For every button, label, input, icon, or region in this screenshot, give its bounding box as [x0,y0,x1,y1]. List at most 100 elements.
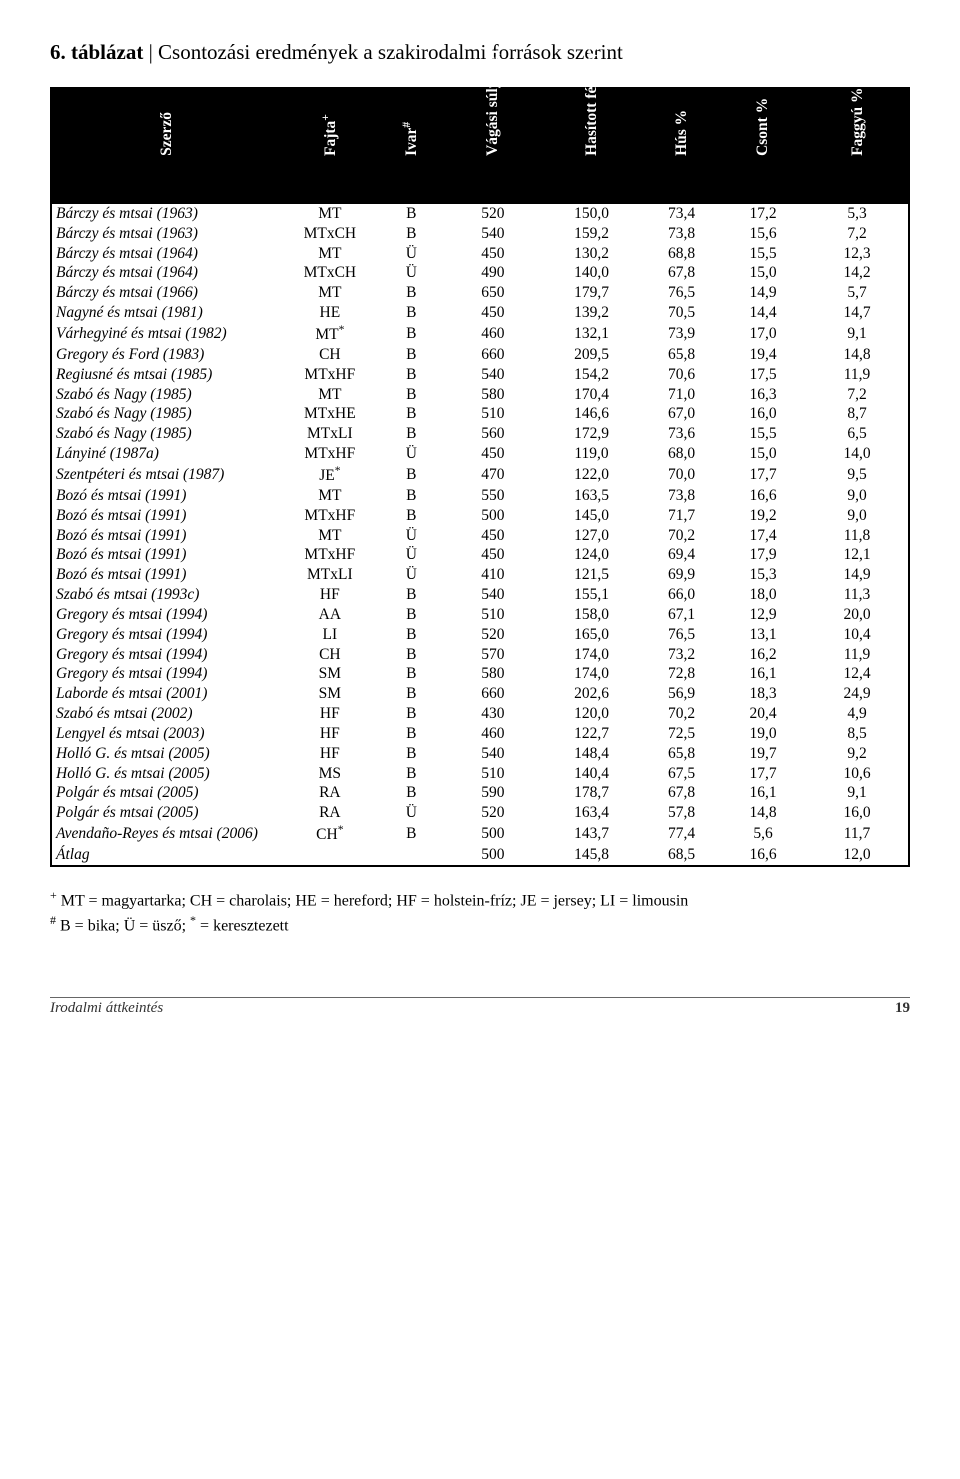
cell-breed: MTxHE [283,404,377,424]
cell-half-carcass: 209,5 [540,345,643,365]
table-row: Szabó és Nagy (1985)MTxLIB560172,973,615… [51,424,909,444]
cell-sex: B [377,585,446,605]
cell-fat-pct: 8,7 [806,404,909,424]
table-row: Lengyel és mtsai (2003)HFB460122,772,519… [51,724,909,744]
cell-sex: B [377,764,446,784]
cell-slaughter-weight: 650 [446,283,540,303]
cell-half-carcass: 140,4 [540,764,643,784]
cell-sex: B [377,303,446,323]
cell-meat-pct: 65,8 [643,345,720,365]
cell-meat-pct: 67,8 [643,783,720,803]
cell-fat-pct: 12,0 [806,845,909,866]
cell-slaughter-weight: 540 [446,744,540,764]
cell-breed: MTxLI [283,565,377,585]
cell-breed [283,845,377,866]
cell-meat-pct: 72,5 [643,724,720,744]
table-row: Gregory és mtsai (1994)CHB570174,073,216… [51,645,909,665]
cell-meat-pct: 73,4 [643,203,720,224]
cell-bone-pct: 20,4 [720,704,806,724]
table-row: Bozó és mtsai (1991)MTxLIÜ410121,569,915… [51,565,909,585]
cell-sex: B [377,704,446,724]
cell-slaughter-weight: 520 [446,625,540,645]
cell-slaughter-weight: 550 [446,486,540,506]
cell-bone-pct: 18,3 [720,684,806,704]
cell-author: Gregory és mtsai (1994) [51,664,283,684]
cell-sex: B [377,783,446,803]
cell-half-carcass: 174,0 [540,645,643,665]
cell-sex: Ü [377,263,446,283]
cell-sex: B [377,724,446,744]
cell-bone-pct: 16,3 [720,385,806,405]
cell-meat-pct: 70,5 [643,303,720,323]
col-sex: Ivar# [377,88,446,203]
cell-slaughter-weight: 570 [446,645,540,665]
cell-bone-pct: 17,4 [720,526,806,546]
cell-sex: Ü [377,803,446,823]
cell-sex: Ü [377,244,446,264]
cell-fat-pct: 9,0 [806,506,909,526]
cell-meat-pct: 56,9 [643,684,720,704]
cell-half-carcass: 146,6 [540,404,643,424]
cell-meat-pct: 68,0 [643,444,720,464]
cell-slaughter-weight: 470 [446,464,540,486]
cell-bone-pct: 15,6 [720,224,806,244]
col-meat-pct: Hús % [643,88,720,203]
cell-breed: MT* [283,323,377,345]
cell-bone-pct: 17,0 [720,323,806,345]
cell-author: Bárczy és mtsai (1964) [51,244,283,264]
col-breed: Fajta+ [283,88,377,203]
cell-bone-pct: 13,1 [720,625,806,645]
cell-sex: B [377,385,446,405]
cell-sex: B [377,365,446,385]
cell-half-carcass: 124,0 [540,545,643,565]
table-row: Gregory és Ford (1983)CHB660209,565,819,… [51,345,909,365]
cell-half-carcass: 127,0 [540,526,643,546]
table-row: Holló G. és mtsai (2005)MSB510140,467,51… [51,764,909,784]
cell-fat-pct: 11,8 [806,526,909,546]
cell-breed: HF [283,704,377,724]
cell-bone-pct: 16,2 [720,645,806,665]
cell-author: Szabó és Nagy (1985) [51,385,283,405]
cell-half-carcass: 170,4 [540,385,643,405]
cell-slaughter-weight: 410 [446,565,540,585]
table-row: Bozó és mtsai (1991)MTB550163,573,816,69… [51,486,909,506]
cell-author: Gregory és mtsai (1994) [51,645,283,665]
results-table: Szerző Fajta+ Ivar# Vágási súly (kg) Has… [50,87,910,867]
page-footer: Irodalmi áttkeintés 19 [50,997,910,1017]
cell-slaughter-weight: 450 [446,303,540,323]
col-bone-pct: Csont % [720,88,806,203]
cell-author: Bárczy és mtsai (1963) [51,224,283,244]
cell-meat-pct: 70,2 [643,526,720,546]
table-row: Avendaño-Reyes és mtsai (2006)CH*B500143… [51,823,909,845]
footer-page: 19 [895,1000,910,1017]
cell-meat-pct: 73,6 [643,424,720,444]
footnotes: + MT = magyartarka; CH = charolais; HE =… [50,887,910,937]
cell-half-carcass: 119,0 [540,444,643,464]
cell-author: Szabó és Nagy (1985) [51,424,283,444]
table-row: Gregory és mtsai (1994)AAB510158,067,112… [51,605,909,625]
cell-meat-pct: 70,0 [643,464,720,486]
cell-fat-pct: 11,7 [806,823,909,845]
footnote-sex: # B = bika; Ü = üsző; * = keresztezett [50,912,910,937]
cell-half-carcass: 148,4 [540,744,643,764]
cell-breed: CH [283,645,377,665]
cell-breed: RA [283,783,377,803]
cell-fat-pct: 6,5 [806,424,909,444]
cell-bone-pct: 16,6 [720,486,806,506]
cell-sex: Ü [377,444,446,464]
cell-half-carcass: 130,2 [540,244,643,264]
cell-slaughter-weight: 560 [446,424,540,444]
cell-half-carcass: 121,5 [540,565,643,585]
cell-author: Polgár és mtsai (2005) [51,783,283,803]
cell-meat-pct: 67,5 [643,764,720,784]
caption-sep: | [143,40,158,64]
cell-half-carcass: 139,2 [540,303,643,323]
table-row: Szabó és mtsai (2002)HFB430120,070,220,4… [51,704,909,724]
cell-sex: B [377,404,446,424]
cell-meat-pct: 68,8 [643,244,720,264]
table-row: Polgár és mtsai (2005)RAÜ520163,457,814,… [51,803,909,823]
cell-author: Avendaño-Reyes és mtsai (2006) [51,823,283,845]
cell-half-carcass: 145,0 [540,506,643,526]
cell-author: Polgár és mtsai (2005) [51,803,283,823]
cell-half-carcass: 132,1 [540,323,643,345]
